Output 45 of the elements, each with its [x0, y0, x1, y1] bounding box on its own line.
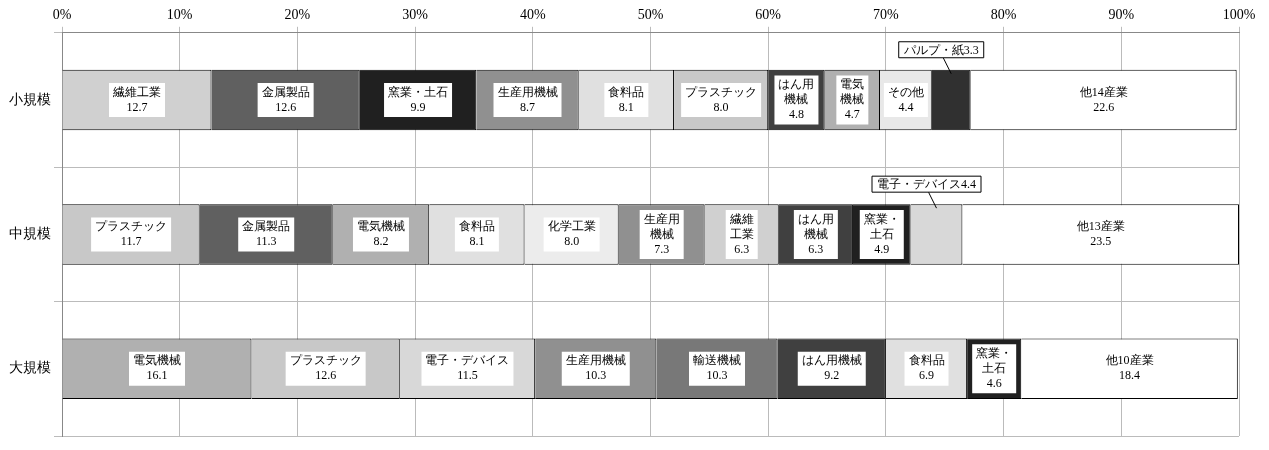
data-label: 金属製品 11.3 — [242, 219, 291, 249]
data-label: はん用機械 4.8 — [778, 77, 815, 122]
data-label: 繊維工業 12.7 — [111, 84, 161, 114]
x-tick-label: 90% — [1108, 7, 1135, 23]
data-label: 生産用機械 10.3 — [565, 353, 626, 383]
data-label: 窯業・土石 4.6 — [976, 345, 1013, 390]
x-tick-label: 20% — [284, 7, 311, 23]
x-tick-label: 30% — [402, 7, 429, 23]
data-label: はん用機械 6.3 — [797, 211, 834, 256]
data-label: 生産用機械 8.7 — [497, 84, 558, 114]
x-tick-label: 40% — [519, 7, 546, 23]
data-label: 生産用機械 7.3 — [643, 211, 680, 256]
x-tick-label: 50% — [637, 7, 664, 23]
y-tick-label: 小規模 — [9, 91, 51, 107]
x-tick-label: 80% — [990, 7, 1017, 23]
data-label: 他14産業 22.6 — [1079, 84, 1128, 114]
data-label: 電気機械 16.1 — [133, 353, 181, 383]
data-label: 窯業・土石 9.9 — [388, 84, 449, 114]
data-label: プラスチック 8.0 — [685, 84, 758, 114]
y-tick-label: 中規模 — [9, 226, 51, 242]
data-label: パルプ・紙3.3 — [902, 42, 979, 57]
data-label: その他 4.4 — [887, 84, 924, 114]
data-label: 繊維工業 6.3 — [728, 211, 754, 256]
data-label: 化学工業 8.0 — [547, 219, 596, 249]
data-label: 電子・デバイス 11.5 — [425, 353, 510, 383]
data-label: 食料品 6.9 — [908, 353, 945, 383]
data-label: 輸送機械 10.3 — [693, 353, 741, 383]
data-label: 電気機械 8.2 — [356, 219, 405, 249]
x-tick-label: 60% — [755, 7, 782, 23]
x-tick-label: 70% — [873, 7, 900, 23]
data-label: 電子・デバイス4.4 — [877, 177, 977, 192]
data-label: 他13産業 23.5 — [1076, 219, 1125, 249]
data-label: プラスチック 12.6 — [289, 353, 362, 383]
x-tick-label: 100% — [1222, 7, 1256, 23]
data-label: 電気機械 4.7 — [840, 77, 865, 122]
data-label: はん用機械 9.2 — [801, 353, 862, 383]
data-label: 他10産業 18.4 — [1105, 353, 1154, 383]
data-label: 食料品 8.1 — [608, 84, 645, 114]
data-label: 金属製品 12.6 — [261, 84, 310, 114]
x-tick-label: 10% — [166, 7, 193, 23]
x-tick-label: 0% — [52, 7, 72, 23]
data-label: 窯業・土石 4.9 — [863, 211, 900, 256]
data-label: プラスチック 11.7 — [95, 219, 168, 249]
y-tick-label: 大規模 — [9, 360, 51, 376]
data-label: 食料品 8.1 — [458, 219, 495, 249]
